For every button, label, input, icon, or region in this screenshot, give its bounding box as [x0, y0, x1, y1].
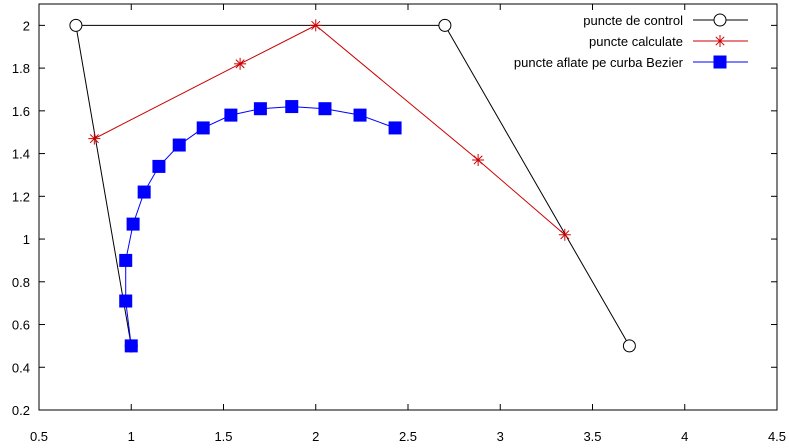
x-tick-label-5: 3	[497, 429, 504, 444]
series-line-1	[94, 24, 566, 236]
series-2-point-9	[253, 102, 267, 116]
series-0-point-2	[438, 18, 452, 32]
series-2-point-6	[172, 138, 186, 152]
series-2-point-12	[353, 108, 367, 122]
series-2-point-5	[152, 159, 166, 173]
y-tick-label-7: 1.6	[12, 104, 30, 119]
series-0-point-3	[622, 339, 636, 353]
series-2-point-0	[124, 339, 138, 353]
series-2-point-2	[119, 253, 133, 267]
y-tick-label-3: 0.8	[12, 275, 30, 290]
legend-label-0: puncte de control	[583, 13, 683, 28]
legend-marker-2	[713, 55, 727, 69]
x-tick-label-2: 1.5	[214, 429, 232, 444]
x-tick-label-6: 3.5	[583, 429, 601, 444]
legend-label-1: puncte calculate	[589, 34, 683, 49]
series-2-point-11	[318, 102, 332, 116]
axis-ticks: 0.5 1 1.5 2 2.5 3 3.5 4 4.5 0.2 0.4 0.6 0.8 1 1.2 1.4 1.…	[12, 4, 786, 444]
x-tick-label-8: 4.5	[768, 429, 786, 444]
legend-marker-0	[713, 13, 727, 27]
series-1-point-3	[472, 153, 485, 166]
x-tick-label-0: 0.5	[30, 429, 48, 444]
y-tick-label-9: 2	[23, 18, 30, 33]
series-0-point-1	[69, 18, 83, 32]
x-tick-label-4: 2.5	[399, 429, 417, 444]
series-line-0	[75, 24, 630, 347]
series-2-point-10	[285, 100, 299, 114]
series-1-point-0	[88, 132, 101, 145]
series-group	[69, 18, 636, 353]
series-2-point-8	[224, 108, 238, 122]
series-2-point-1	[119, 294, 133, 308]
legend-marker-1	[714, 35, 726, 47]
legend: puncte de control puncte calculate puncte …	[514, 13, 748, 70]
y-tick-label-6: 1.4	[12, 147, 30, 162]
y-tick-label-0: 0.2	[12, 403, 30, 418]
legend-label-2: puncte aflate pe curba Bezier	[514, 55, 684, 70]
x-tick-label-1: 1	[128, 429, 135, 444]
series-2-point-3	[126, 217, 140, 231]
series-2-point-13	[388, 121, 402, 135]
series-1-point-2	[309, 19, 322, 32]
x-tick-label-3: 2	[312, 429, 319, 444]
y-tick-label-5: 1.2	[12, 189, 30, 204]
y-tick-label-8: 1.8	[12, 61, 30, 76]
series-2-point-4	[137, 185, 151, 199]
y-tick-label-2: 0.6	[12, 318, 30, 333]
series-line-2	[125, 106, 396, 346]
y-tick-label-1: 0.4	[12, 360, 30, 375]
y-tick-label-4: 1	[23, 232, 30, 247]
series-2-point-7	[196, 121, 210, 135]
series-1-point-4	[558, 228, 571, 241]
series-1-point-1	[234, 57, 247, 70]
x-tick-label-7: 4	[681, 429, 688, 444]
